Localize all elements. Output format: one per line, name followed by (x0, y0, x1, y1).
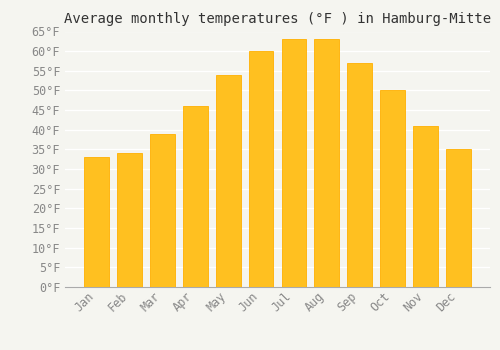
Bar (380, 90, 405, 287)
Bar (183, 106, 208, 287)
Title: Average monthly temperatures (°F ) in Hamburg-Mitte: Average monthly temperatures (°F ) in Ha… (64, 12, 491, 26)
Bar (446, 149, 470, 287)
Bar (314, 39, 339, 287)
Bar (216, 75, 240, 287)
Bar (413, 126, 438, 287)
Bar (150, 134, 174, 287)
Bar (248, 51, 274, 287)
Bar (348, 63, 372, 287)
Bar (117, 153, 142, 287)
Bar (282, 39, 306, 287)
Bar (84, 157, 109, 287)
